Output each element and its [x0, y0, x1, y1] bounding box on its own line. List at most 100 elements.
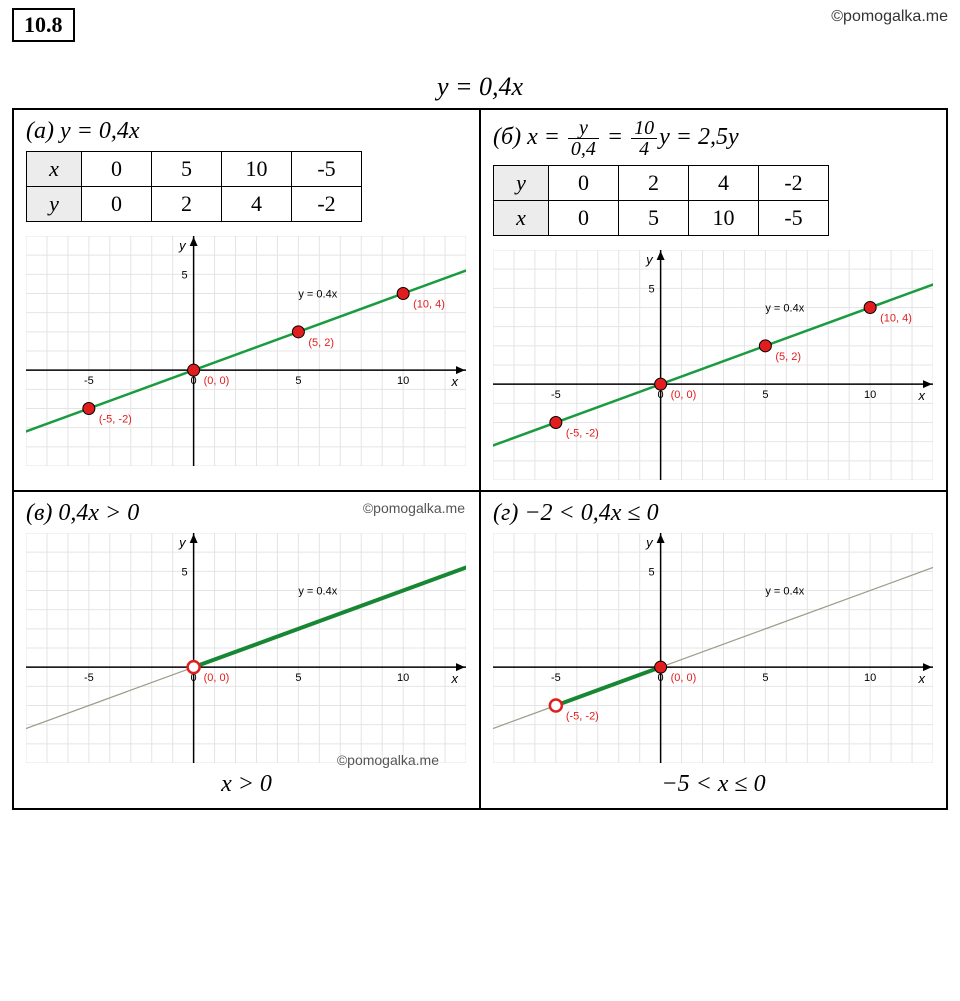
table-row: x 0 5 10 -5 — [494, 201, 829, 236]
svg-text:y = 0.4x: y = 0.4x — [765, 585, 804, 597]
svg-text:x: x — [451, 671, 459, 686]
panel-d: (г) −2 < 0,4x ≤ 0 -505105yxy = 0.4x(0, 0… — [480, 491, 947, 809]
svg-text:5: 5 — [295, 375, 301, 387]
panel-b-chart: -505105yxy = 0.4x(0, 0)(5, 2)(10, 4)(-5,… — [493, 250, 934, 480]
svg-text:5: 5 — [648, 566, 654, 578]
table-cell: 0 — [82, 152, 152, 187]
panel-grid: (а) y = 0,4x x 0 5 10 -5 y 0 2 4 -2 -505… — [12, 108, 948, 810]
svg-text:x: x — [451, 374, 459, 389]
table-cell: 4 — [689, 166, 759, 201]
svg-text:(5, 2): (5, 2) — [775, 351, 801, 363]
table-row: y 0 2 4 -2 — [27, 187, 362, 222]
table-cell: -5 — [292, 152, 362, 187]
svg-text:y = 0.4x: y = 0.4x — [298, 288, 337, 300]
svg-text:5: 5 — [181, 269, 187, 281]
panel-b-eq-prefix: x = — [527, 124, 566, 150]
table-cell: -5 — [759, 201, 829, 236]
fraction: y0,4 — [568, 118, 599, 159]
watermark-c1: ©pomogalka.me — [363, 500, 465, 516]
panel-a-chart: -505105yxy = 0.4x(0, 0)(5, 2)(10, 4)(-5,… — [26, 236, 467, 466]
panel-d-equation: −2 < 0,4x ≤ 0 — [524, 500, 658, 526]
panel-b-table: y 0 2 4 -2 x 0 5 10 -5 — [493, 165, 829, 236]
panel-d-answer: −5 < x ≤ 0 — [493, 771, 934, 798]
svg-text:-5: -5 — [551, 672, 561, 684]
panel-a-label: (а) — [26, 118, 54, 144]
svg-text:-5: -5 — [84, 375, 94, 387]
svg-text:(-5, -2): (-5, -2) — [566, 711, 599, 723]
svg-text:(0, 0): (0, 0) — [204, 672, 230, 684]
table-cell: 0 — [549, 201, 619, 236]
frac-num: y — [568, 118, 599, 139]
svg-text:(10, 4): (10, 4) — [880, 313, 912, 325]
table-cell: 4 — [222, 187, 292, 222]
svg-text:(0, 0): (0, 0) — [204, 375, 230, 387]
panel-b: (б) x = y0,4 = 104y = 2,5y y 0 2 4 -2 x … — [480, 109, 947, 491]
panel-d-label: (г) — [493, 500, 518, 526]
panel-d-chart: -505105yxy = 0.4x(0, 0)(-5, -2) — [493, 533, 934, 763]
svg-text:x: x — [918, 388, 926, 403]
svg-text:(10, 4): (10, 4) — [413, 299, 445, 311]
watermark-c2: ©pomogalka.me — [337, 752, 439, 768]
svg-text:10: 10 — [397, 375, 409, 387]
table-cell: 2 — [152, 187, 222, 222]
svg-text:5: 5 — [762, 389, 768, 401]
table-head-y: y — [494, 166, 549, 201]
table-cell: 2 — [619, 166, 689, 201]
equals: = — [601, 124, 629, 150]
table-head-x: x — [27, 152, 82, 187]
table-cell: 10 — [689, 201, 759, 236]
main-equation: y = 0,4x — [12, 72, 948, 102]
panel-a-title: (а) y = 0,4x — [26, 118, 467, 145]
svg-text:(0, 0): (0, 0) — [671, 672, 697, 684]
svg-text:x: x — [918, 671, 926, 686]
frac-den: 0,4 — [568, 139, 599, 159]
svg-text:5: 5 — [762, 672, 768, 684]
panel-b-eq-suffix: y = 2,5y — [659, 124, 739, 150]
problem-number: 10.8 — [12, 8, 75, 42]
panel-d-title: (г) −2 < 0,4x ≤ 0 — [493, 500, 934, 527]
svg-text:0: 0 — [191, 375, 197, 387]
frac-num: 10 — [631, 118, 657, 139]
svg-text:10: 10 — [864, 389, 876, 401]
svg-text:5: 5 — [648, 283, 654, 295]
svg-text:10: 10 — [864, 672, 876, 684]
panel-c-equation: 0,4x > 0 — [58, 500, 139, 526]
table-row: y 0 2 4 -2 — [494, 166, 829, 201]
svg-text:5: 5 — [181, 566, 187, 578]
table-cell: -2 — [759, 166, 829, 201]
table-cell: 5 — [619, 201, 689, 236]
svg-text:(5, 2): (5, 2) — [308, 337, 334, 349]
svg-text:10: 10 — [397, 672, 409, 684]
header-row: 10.8 ©pomogalka.me — [12, 8, 948, 42]
svg-text:0: 0 — [658, 672, 664, 684]
table-head-x: x — [494, 201, 549, 236]
panel-c-answer: x > 0 — [26, 771, 467, 798]
svg-text:(0, 0): (0, 0) — [671, 389, 697, 401]
svg-text:0: 0 — [658, 389, 664, 401]
panel-c-label: (в) — [26, 500, 52, 526]
svg-text:-5: -5 — [84, 672, 94, 684]
table-cell: 0 — [82, 187, 152, 222]
panel-b-title: (б) x = y0,4 = 104y = 2,5y — [493, 118, 934, 159]
table-row: x 0 5 10 -5 — [27, 152, 362, 187]
panel-b-label: (б) — [493, 124, 521, 150]
panel-a-table: x 0 5 10 -5 y 0 2 4 -2 — [26, 151, 362, 222]
copyright-top: ©pomogalka.me — [831, 8, 948, 26]
fraction: 104 — [631, 118, 657, 159]
frac-den: 4 — [631, 139, 657, 159]
panel-a-equation: y = 0,4x — [60, 118, 140, 144]
svg-text:5: 5 — [295, 672, 301, 684]
table-head-y: y — [27, 187, 82, 222]
svg-text:(-5, -2): (-5, -2) — [566, 428, 599, 440]
svg-text:(-5, -2): (-5, -2) — [99, 414, 132, 426]
svg-text:-5: -5 — [551, 389, 561, 401]
svg-text:y = 0.4x: y = 0.4x — [765, 302, 804, 314]
table-cell: 5 — [152, 152, 222, 187]
table-cell: 0 — [549, 166, 619, 201]
panel-c: ©pomogalka.me (в) 0,4x > 0 -505105yxy = … — [13, 491, 480, 809]
table-cell: 10 — [222, 152, 292, 187]
panel-c-chart: -505105yxy = 0.4x(0, 0) — [26, 533, 467, 763]
panel-a: (а) y = 0,4x x 0 5 10 -5 y 0 2 4 -2 -505… — [13, 109, 480, 491]
svg-text:y = 0.4x: y = 0.4x — [298, 585, 337, 597]
table-cell: -2 — [292, 187, 362, 222]
